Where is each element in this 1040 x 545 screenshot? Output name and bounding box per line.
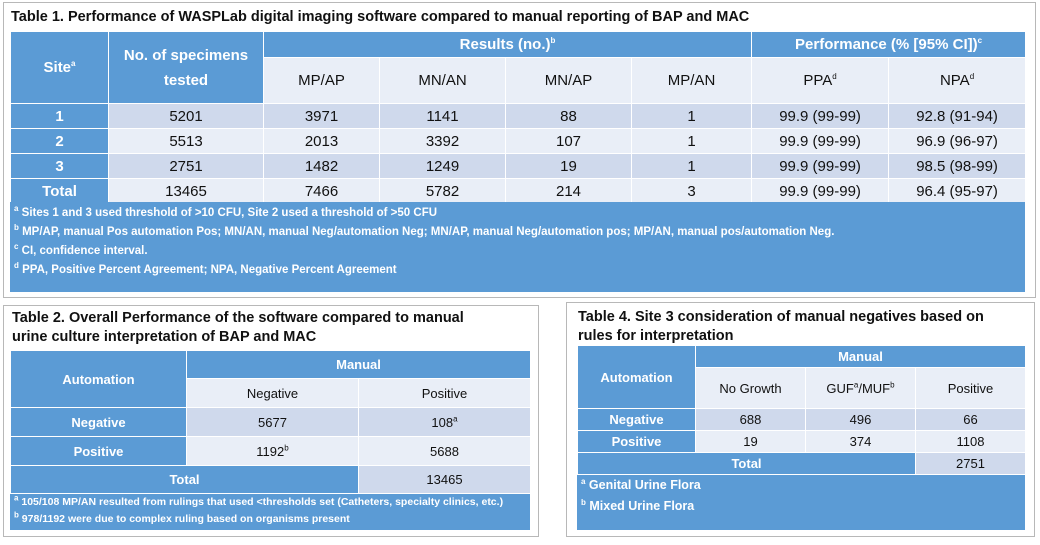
row-label-negative: Negative xyxy=(10,407,187,437)
header-guf-muf: GUFa/MUFb xyxy=(805,367,916,409)
value-cell: 1192b xyxy=(186,436,359,466)
header-positive: Positive xyxy=(915,367,1026,409)
header-manual: Manual xyxy=(185,350,532,379)
header-site: Sitea xyxy=(10,31,109,104)
table1: Sitea No. of specimens tested Results (n… xyxy=(10,31,1027,204)
value-cell: 108a xyxy=(357,407,532,437)
header-ppa: PPAd xyxy=(751,57,890,104)
table2-title: Table 2. Overall Performance of the soft… xyxy=(12,310,464,345)
table-row: Negative 5677 108a xyxy=(10,407,532,437)
value-cell: 5677 xyxy=(186,407,359,437)
npa-cell: 96.4 (95-97) xyxy=(888,178,1027,204)
mnan-cell: 5782 xyxy=(379,178,506,204)
mpap-cell: 1482 xyxy=(263,153,380,179)
total-label: Total xyxy=(577,452,916,475)
ppa-cell: 99.9 (99-99) xyxy=(751,103,890,129)
footnote: b Mixed Urine Flora xyxy=(581,497,695,513)
header-mpan: MP/AN xyxy=(630,57,753,104)
mnan-cell: 3392 xyxy=(379,128,506,154)
specimens-cell: 5513 xyxy=(108,128,264,154)
site-cell: Total xyxy=(10,178,109,204)
row-label-negative: Negative xyxy=(577,408,696,431)
value-cell: 374 xyxy=(805,430,916,453)
table2: Automation Manual Negative Positive Nega… xyxy=(10,350,532,494)
table-row: 2 5513 2013 3392 107 1 99.9 (99-99) 96.9… xyxy=(10,128,1027,154)
total-value: 2751 xyxy=(915,452,1026,475)
table-row: Total 2751 xyxy=(577,452,1026,475)
table-row: Total 13465 xyxy=(10,465,532,494)
footnote: d PPA, Positive Percent Agreement; NPA, … xyxy=(14,261,397,276)
total-label: Total xyxy=(10,465,359,494)
header-specimens: No. of specimens tested xyxy=(108,31,264,104)
header-automation: Automation xyxy=(577,345,696,409)
table4-title: Table 4. Site 3 consideration of manual … xyxy=(578,309,984,344)
site-cell: 1 xyxy=(10,103,109,129)
header-mnan: MN/AN xyxy=(379,57,506,104)
header-positive: Positive xyxy=(357,378,532,408)
footnote: b MP/AP, manual Pos automation Pos; MN/A… xyxy=(14,223,835,238)
mnap-cell: 107 xyxy=(505,128,632,154)
footnote: c CI, confidence interval. xyxy=(14,242,148,257)
specimens-cell: 5201 xyxy=(108,103,264,129)
value-cell: 688 xyxy=(695,408,806,431)
value-cell: 66 xyxy=(915,408,1026,431)
table4: Automation Manual No Growth GUFa/MUFb Po… xyxy=(577,345,1026,475)
table-row: 1 5201 3971 1141 88 1 99.9 (99-99) 92.8 … xyxy=(10,103,1027,129)
mnap-cell: 19 xyxy=(505,153,632,179)
row-label-positive: Positive xyxy=(577,430,696,453)
mnap-cell: 88 xyxy=(505,103,632,129)
mpap-cell: 7466 xyxy=(263,178,380,204)
npa-cell: 92.8 (91-94) xyxy=(888,103,1027,129)
footnote: a Genital Urine Flora xyxy=(581,476,701,492)
header-negative: Negative xyxy=(186,378,359,408)
specimens-cell: 13465 xyxy=(108,178,264,204)
table-row: Positive 19 374 1108 xyxy=(577,430,1026,453)
mpan-cell: 3 xyxy=(630,178,753,204)
header-performance: Performance (% [95% CI])c xyxy=(751,31,1027,58)
ppa-cell: 99.9 (99-99) xyxy=(751,128,890,154)
header-no-growth: No Growth xyxy=(695,367,806,409)
mpap-cell: 2013 xyxy=(263,128,380,154)
table2-footnotes: a 105/108 MP/AN resulted from rulings th… xyxy=(10,494,530,530)
value-cell: 5688 xyxy=(357,436,532,466)
table1-footnotes: a Sites 1 and 3 used threshold of >10 CF… xyxy=(10,202,1025,292)
header-manual: Manual xyxy=(695,345,1026,368)
table-row: Negative 688 496 66 xyxy=(577,408,1026,431)
total-value: 13465 xyxy=(357,465,532,494)
header-mpap: MP/AP xyxy=(263,57,380,104)
npa-cell: 98.5 (98-99) xyxy=(888,153,1027,179)
header-results: Results (no.)b xyxy=(262,31,753,58)
mpan-cell: 1 xyxy=(630,128,753,154)
value-cell: 1108 xyxy=(915,430,1026,453)
ppa-cell: 99.9 (99-99) xyxy=(751,153,890,179)
table-row: Positive 1192b 5688 xyxy=(10,436,532,466)
table-row: Total 13465 7466 5782 214 3 99.9 (99-99)… xyxy=(10,178,1027,204)
footnote: b 978/1192 were due to complex ruling ba… xyxy=(14,510,350,525)
mpan-cell: 1 xyxy=(630,103,753,129)
mnan-cell: 1141 xyxy=(379,103,506,129)
site-cell: 3 xyxy=(10,153,109,179)
mnan-cell: 1249 xyxy=(379,153,506,179)
mnap-cell: 214 xyxy=(505,178,632,204)
header-automation: Automation xyxy=(10,350,187,408)
mpan-cell: 1 xyxy=(630,153,753,179)
mpap-cell: 3971 xyxy=(263,103,380,129)
footnote: a 105/108 MP/AN resulted from rulings th… xyxy=(14,493,504,508)
header-mnap: MN/AP xyxy=(505,57,632,104)
value-cell: 496 xyxy=(805,408,916,431)
table1-title: Table 1. Performance of WASPLab digital … xyxy=(11,9,750,25)
value-cell: 19 xyxy=(695,430,806,453)
header-npa: NPAd xyxy=(888,57,1027,104)
row-label-positive: Positive xyxy=(10,436,187,466)
ppa-cell: 99.9 (99-99) xyxy=(751,178,890,204)
table4-footnotes: a Genital Urine Flora b Mixed Urine Flor… xyxy=(577,475,1025,530)
footnote: a Sites 1 and 3 used threshold of >10 CF… xyxy=(14,204,438,219)
site-cell: 2 xyxy=(10,128,109,154)
table-row: 3 2751 1482 1249 19 1 99.9 (99-99) 98.5 … xyxy=(10,153,1027,179)
specimens-cell: 2751 xyxy=(108,153,264,179)
npa-cell: 96.9 (96-97) xyxy=(888,128,1027,154)
